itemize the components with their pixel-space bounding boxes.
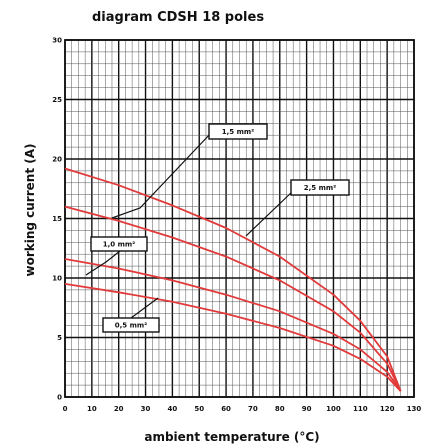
x-tick-label: 40 — [168, 405, 178, 413]
x-tick-label: 0 — [63, 405, 68, 413]
series-label: 1,0 mm² — [103, 241, 136, 249]
y-tick-label: 15 — [52, 215, 62, 223]
series-label: 2,5 mm² — [304, 184, 337, 192]
y-tick-label: 30 — [52, 37, 62, 45]
callout-box — [208, 123, 268, 140]
series-line — [64, 205, 402, 392]
y-axis-label: working current (A) — [23, 144, 37, 277]
series-callout: 1,0 mm² — [85, 236, 148, 276]
x-tick-labels: 0 10 20 30 40 50 60 70 80 90 100 110 120 130 — [63, 405, 422, 413]
x-tick-label: 90 — [302, 405, 312, 413]
x-tick-label: 30 — [141, 405, 151, 413]
y-tick-label: 20 — [52, 156, 62, 164]
series-group — [64, 167, 402, 392]
callouts: 2,5 mm² 1,5 mm² 1,0 mm² 0,5 mm² — [85, 123, 350, 333]
grid — [64, 39, 415, 398]
callout-leader — [130, 297, 159, 319]
series-line — [64, 167, 402, 392]
callout-box — [290, 179, 350, 196]
x-tick-label: 60 — [221, 405, 231, 413]
series-callout: 0,5 mm² — [102, 297, 160, 333]
x-tick-label: 110 — [353, 405, 368, 413]
callout-leader — [245, 189, 295, 237]
x-tick-label: 120 — [380, 405, 395, 413]
callout-leader — [111, 132, 212, 219]
series-line — [64, 283, 402, 392]
chart-title: diagram CDSH 18 poles — [92, 10, 264, 25]
x-tick-label: 80 — [275, 405, 285, 413]
x-tick-label: 50 — [194, 405, 204, 413]
y-tick-label: 0 — [57, 394, 62, 402]
x-tick-label: 130 — [407, 405, 422, 413]
x-tick-label: 20 — [114, 405, 124, 413]
callout-box — [90, 236, 148, 252]
callout-box — [102, 317, 160, 333]
x-tick-label: 100 — [326, 405, 341, 413]
y-tick-label: 25 — [52, 96, 62, 104]
plot-frame — [64, 39, 415, 398]
series-callout: 2,5 mm² — [245, 179, 350, 237]
callout-leader — [85, 250, 121, 276]
series-label: 1,5 mm² — [222, 128, 255, 136]
series-callout: 1,5 mm² — [111, 123, 268, 219]
series-line — [64, 258, 402, 392]
x-axis-label: ambient temperature (°C) — [144, 430, 319, 444]
series-label: 0,5 mm² — [115, 322, 148, 330]
y-tick-label: 10 — [52, 275, 62, 283]
x-tick-label: 10 — [87, 405, 97, 413]
x-tick-label: 70 — [248, 405, 258, 413]
y-tick-label: 5 — [57, 334, 62, 342]
y-tick-labels: 0 5 10 15 20 25 30 — [52, 37, 62, 402]
